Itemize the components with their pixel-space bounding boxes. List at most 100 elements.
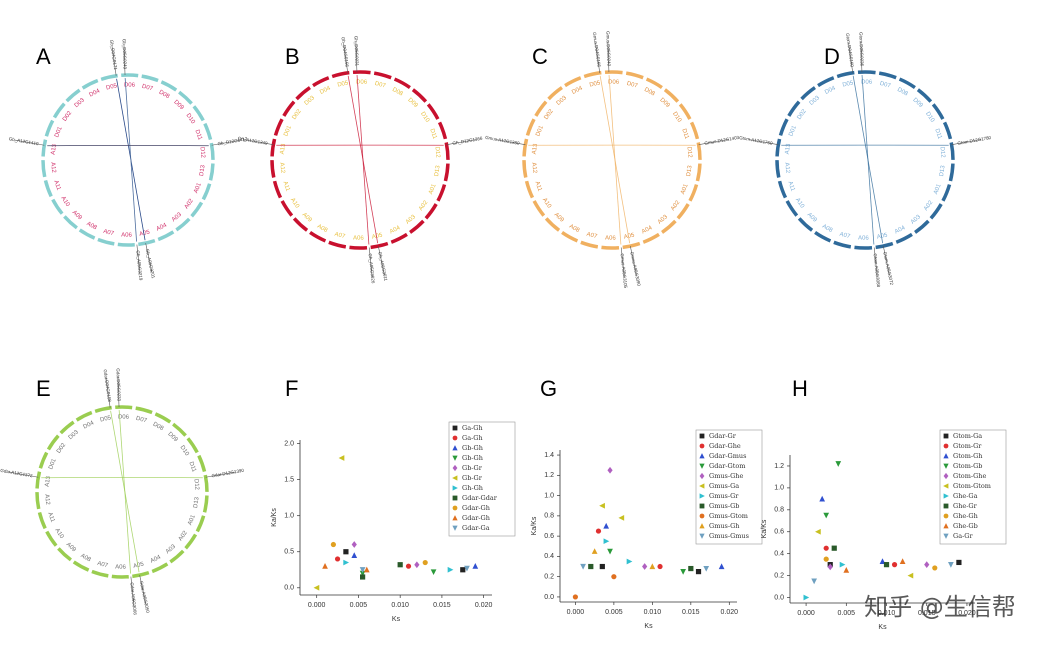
legend-marker	[452, 425, 458, 431]
data-point	[603, 522, 610, 529]
gene-label: Gtom.D05G0236	[858, 32, 864, 67]
gene-label: Gh_D12G1366	[452, 136, 483, 146]
legend-label: Ga-Gh	[462, 434, 483, 442]
chromosome-label: D08	[391, 87, 404, 98]
gene-tick	[495, 139, 526, 146]
chromosome-arc	[942, 121, 953, 140]
legend-marker	[943, 443, 949, 449]
panel-label: A	[36, 44, 51, 69]
chromosome-label: A03	[171, 211, 184, 223]
chromosome-arc	[642, 232, 660, 244]
chromosome-label: A12	[278, 162, 285, 174]
data-point	[359, 567, 366, 573]
chromosome-label: D09	[911, 97, 924, 109]
chromosome-label: D03	[74, 97, 87, 109]
chromosome-arc	[37, 511, 47, 530]
chromosome-arc	[38, 451, 49, 469]
y-tick-label: 0.0	[284, 585, 294, 592]
gene-label: Gdar.A05G3066	[129, 582, 137, 615]
gene-tick	[139, 575, 147, 605]
chromosome-arc	[331, 70, 350, 79]
chromosome-arc	[775, 138, 782, 157]
legend-marker	[943, 483, 949, 489]
legend-label: Gb-Gh	[462, 454, 483, 462]
chromosome-label: D11	[428, 128, 437, 141]
chromosome-arc	[209, 142, 215, 160]
legend-label: Gdar-Gtom	[709, 462, 745, 470]
chromosome-label: D06	[356, 79, 368, 85]
chromosome-arc	[564, 76, 582, 88]
chromosome-arc	[100, 73, 118, 82]
data-point	[343, 559, 350, 566]
legend-label: Gmus-Ghe	[709, 472, 743, 480]
chromosome-label: A02	[184, 198, 195, 211]
chromosome-arc	[424, 203, 438, 220]
chromosome-arc	[202, 495, 209, 513]
chromosome-arc	[443, 163, 450, 182]
chromosome-arc	[916, 88, 933, 103]
chromosome-arc	[65, 88, 81, 103]
legend-marker	[943, 503, 949, 509]
chromosome-arc	[135, 406, 153, 415]
gene-tick	[368, 247, 373, 278]
chromosome-label: A13	[785, 143, 793, 155]
chromosome-arc	[186, 437, 199, 454]
chromosome-arc	[270, 160, 276, 178]
chromosome-arc	[895, 232, 913, 244]
gene-label: Gb_D12G1412	[217, 136, 248, 146]
gene-tick	[8, 471, 39, 478]
chromosome-arc	[604, 70, 623, 75]
chromosome-label: A06	[858, 235, 869, 241]
x-tick-label: 0.005	[350, 602, 368, 609]
chromosome-arc	[169, 549, 185, 564]
chromosome-arc	[373, 71, 392, 80]
chromosome-arc	[295, 86, 311, 101]
x-axis-title: Ks	[878, 624, 887, 631]
watermark: 知乎 @生信帮	[864, 593, 1016, 621]
gene-tick	[343, 43, 349, 73]
chromosome-label: D10	[179, 445, 190, 458]
y-tick-label: 1.0	[544, 492, 554, 499]
scatter-chart: 0.000 0.005 0.010 0.015 0.020 0.0 0.2 0.4 0.6 0.8…	[761, 429, 1007, 631]
chromosome-label: D02	[544, 108, 556, 121]
chromosome-arc	[663, 88, 680, 103]
data-point	[351, 541, 357, 548]
chromosome-label: A11	[46, 512, 55, 524]
chromosome-label: D08	[896, 87, 909, 98]
data-point	[891, 562, 898, 568]
legend-marker	[452, 435, 458, 441]
chromosome-label: A09	[65, 542, 77, 554]
chromosome-label: A07	[839, 232, 852, 241]
gene-label: Gh_A12G1349	[237, 136, 268, 146]
chromosome-label: D10	[924, 111, 935, 124]
legend-marker	[943, 493, 949, 499]
y-tick-label: 0.6	[774, 529, 784, 536]
chromosome-label: A02	[923, 199, 934, 212]
chromosome-arc	[195, 515, 206, 533]
chromosome-label: D01	[535, 124, 545, 137]
chromosome-arc	[111, 574, 129, 579]
data-point	[932, 565, 938, 571]
chromosome-label: A08	[821, 224, 834, 235]
chromosome-arc	[154, 412, 172, 424]
chromosome-arc	[817, 76, 835, 88]
chromosome-arc	[141, 74, 159, 83]
chromosome-label: A07	[97, 561, 110, 570]
legend-marker	[452, 525, 458, 531]
x-tick-label: 0.005	[838, 610, 856, 617]
chromosome-arc	[948, 163, 955, 182]
x-tick-label: 0.020	[958, 610, 976, 617]
chromosome-label: A08	[79, 553, 92, 564]
chromosome-arc	[444, 142, 450, 160]
legend-label: Gmus-Gtom	[709, 512, 748, 520]
data-point	[472, 563, 479, 569]
chromosome-arc	[45, 530, 58, 547]
chromosome-arc	[524, 180, 535, 199]
chromosome-label: D04	[319, 85, 332, 96]
chromosome-arc	[914, 219, 930, 234]
chromosome-arc	[115, 405, 133, 410]
chromosome-arc	[561, 231, 579, 243]
chromosome-label: D12	[938, 146, 945, 158]
data-point	[831, 545, 837, 551]
chromosome-label: A08	[85, 221, 98, 232]
